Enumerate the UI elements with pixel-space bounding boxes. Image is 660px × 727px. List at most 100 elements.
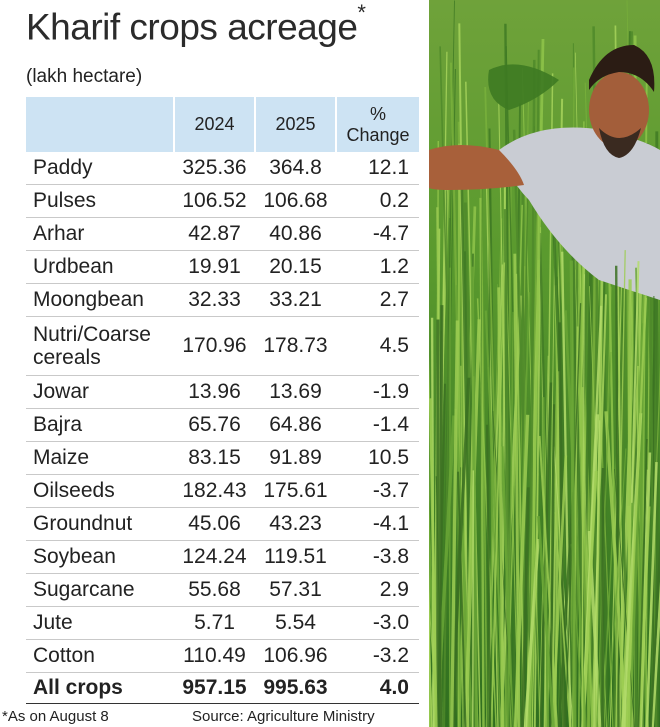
held-stalks — [488, 64, 559, 110]
table-row: Pulses 106.52 106.68 0.2 — [26, 184, 419, 218]
grass-blade — [607, 448, 627, 727]
crop-cell: Sugarcane — [26, 573, 174, 607]
value-2024-cell: 106.52 — [174, 184, 255, 218]
grass-blade — [429, 597, 433, 727]
value-2025-cell: 106.68 — [255, 184, 336, 218]
value-2024-cell: 5.71 — [174, 606, 255, 640]
grass-blade — [538, 355, 549, 727]
crop-cell: All crops — [26, 672, 174, 704]
change-cell: 4.0 — [336, 672, 419, 704]
grass-blade — [472, 470, 475, 727]
value-2025-cell: 364.8 — [255, 152, 336, 185]
value-2024-cell: 45.06 — [174, 507, 255, 541]
header-2024: 2024 — [174, 97, 256, 152]
header-crop — [26, 97, 175, 152]
table-row: Nutri/Coarse cereals 170.96 178.73 4.5 — [26, 316, 419, 376]
table-body: Paddy 325.36 364.8 12.1 Pulses 106.52 106.68 0.… — [26, 152, 419, 704]
table-row: Groundnut 45.06 43.23 -4.1 — [26, 507, 419, 541]
value-2025-cell: 13.69 — [255, 375, 336, 409]
change-cell: -4.1 — [336, 507, 419, 541]
crop-cell: Maize — [26, 441, 174, 475]
grass-blade — [551, 455, 568, 727]
table-row: Moongbean 32.33 33.21 2.7 — [26, 283, 419, 317]
value-2024-cell: 325.36 — [174, 152, 255, 185]
foreground-blades — [429, 250, 660, 727]
change-cell: 4.5 — [336, 316, 419, 376]
grass-blade — [628, 460, 642, 727]
value-2024-cell: 42.87 — [174, 217, 255, 251]
grass-blade — [637, 438, 648, 727]
crop-cell: Bajra — [26, 408, 174, 442]
infographic-panel: Kharif crops acreage* (lakh hectare) 202… — [2, 1, 419, 725]
value-2025-cell: 995.63 — [255, 672, 336, 704]
paddy-field-image — [429, 0, 660, 727]
grass-blade — [521, 487, 530, 727]
grass-blade — [429, 398, 438, 727]
grass-blade — [523, 538, 540, 727]
crop-cell: Oilseeds — [26, 474, 174, 508]
crop-cell: Urdbean — [26, 250, 174, 284]
value-2024-cell: 170.96 — [174, 316, 255, 376]
grass-blade — [437, 305, 444, 727]
value-2024-cell: 182.43 — [174, 474, 255, 508]
table-row: Maize 83.15 91.89 10.5 — [26, 441, 419, 475]
table-header: 2024 2025 % Change — [26, 97, 419, 152]
grass-blade — [513, 414, 530, 727]
value-2025-cell: 40.86 — [255, 217, 336, 251]
value-2025-cell: 20.15 — [255, 250, 336, 284]
change-cell: -1.4 — [336, 408, 419, 442]
change-cell: 12.1 — [336, 152, 419, 185]
beard — [599, 128, 641, 158]
grass-blade — [457, 471, 467, 727]
change-cell: -3.8 — [336, 540, 419, 574]
change-cell: -1.9 — [336, 375, 419, 409]
change-cell: 1.2 — [336, 250, 419, 284]
header-change: % Change — [336, 97, 419, 152]
value-2024-cell: 957.15 — [174, 672, 255, 704]
value-2025-cell: 175.61 — [255, 474, 336, 508]
value-2024-cell: 32.33 — [174, 283, 255, 317]
value-2024-cell: 65.76 — [174, 408, 255, 442]
crop-cell: Groundnut — [26, 507, 174, 541]
table-row: Jowar 13.96 13.69 -1.9 — [26, 375, 419, 409]
value-2025-cell: 119.51 — [255, 540, 336, 574]
value-2025-cell: 43.23 — [255, 507, 336, 541]
unit-label: (lakh hectare) — [26, 66, 143, 87]
grass-blade — [649, 529, 660, 727]
change-cell: -3.7 — [336, 474, 419, 508]
table-row: Urdbean 19.91 20.15 1.2 — [26, 250, 419, 284]
header-row: 2024 2025 % Change — [26, 97, 419, 152]
grass-blade — [464, 251, 473, 727]
grass-blade — [450, 320, 460, 727]
table-row: Paddy 325.36 364.8 12.1 — [26, 152, 419, 185]
value-2025-cell: 64.86 — [255, 408, 336, 442]
grass-blade — [454, 408, 474, 727]
grass-blade — [490, 262, 506, 727]
total-row: All crops 957.15 995.63 4.0 — [26, 672, 419, 704]
crop-cell: Moongbean — [26, 283, 174, 317]
table-row: Arhar 42.87 40.86 -4.7 — [26, 217, 419, 251]
grass-blade — [561, 251, 572, 727]
grass-blade — [645, 462, 658, 727]
footnote: *As on August 8 — [2, 708, 109, 725]
grass-blade — [536, 515, 555, 727]
farmer-figure — [429, 45, 660, 300]
grass-blade — [651, 581, 660, 727]
value-2024-cell: 83.15 — [174, 441, 255, 475]
change-cell: 2.9 — [336, 573, 419, 607]
grass-blade — [614, 468, 635, 727]
grass-blade — [554, 512, 571, 727]
value-2025-cell: 91.89 — [255, 441, 336, 475]
change-cell: -3.2 — [336, 639, 419, 673]
grass-blade — [557, 492, 575, 727]
grass-blade — [479, 197, 485, 727]
table-row: Sugarcane 55.68 57.31 2.9 — [26, 573, 419, 607]
acreage-table: 2024 2025 % Change Paddy 325.36 364.8 12.1 Pu… — [26, 97, 419, 704]
crop-cell: Jute — [26, 606, 174, 640]
crop-cell: Pulses — [26, 184, 174, 218]
change-cell: 0.2 — [336, 184, 419, 218]
value-2024-cell: 124.24 — [174, 540, 255, 574]
grass-blade — [485, 424, 492, 727]
value-2024-cell: 55.68 — [174, 573, 255, 607]
table-row: Cotton 110.49 106.96 -3.2 — [26, 639, 419, 673]
